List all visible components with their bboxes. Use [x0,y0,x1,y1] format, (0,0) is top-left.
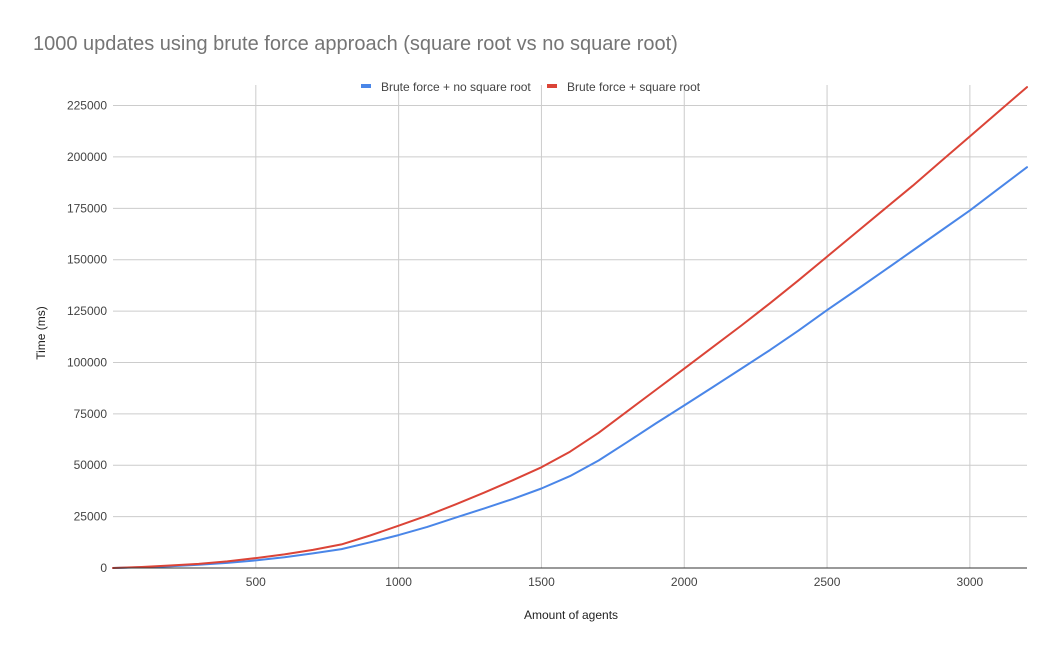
y-tick-label: 25000 [74,510,108,524]
legend: Brute force + no square root Brute force … [361,80,701,94]
x-axis-title: Amount of agents [524,608,618,622]
y-tick-label: 100000 [67,355,107,369]
series-line-1 [112,166,1028,569]
x-tick-label: 1000 [385,575,412,589]
x-tick-label: 2000 [671,575,698,589]
series-line-2 [112,86,1028,569]
chart-title: 1000 updates using brute force approach … [33,33,678,55]
y-tick-label: 150000 [67,253,107,267]
y-tick-label: 200000 [67,150,107,164]
y-axis-title: Time (ms) [34,306,48,360]
y-tick-label: 225000 [67,99,107,113]
legend-label-2: Brute force + square root [567,80,701,94]
x-tick-label: 3000 [957,575,984,589]
x-tick-label: 2500 [814,575,841,589]
x-tick-label: 500 [246,575,266,589]
y-axis-ticks: 0 25000 50000 75000 100000 125000 150000 175000… [67,99,107,575]
legend-swatch-1 [361,84,371,88]
y-tick-label: 0 [100,561,107,575]
x-axis-ticks: 500 1000 1500 2000 2500 3000 [246,575,984,589]
series-lines [112,86,1028,569]
gridlines [113,85,1027,568]
y-tick-label: 125000 [67,304,107,318]
x-tick-label: 1500 [528,575,555,589]
legend-swatch-2 [547,84,557,88]
y-tick-label: 175000 [67,201,107,215]
y-tick-label: 75000 [74,407,108,421]
legend-label-1: Brute force + no square root [381,80,531,94]
y-tick-label: 50000 [74,458,108,472]
